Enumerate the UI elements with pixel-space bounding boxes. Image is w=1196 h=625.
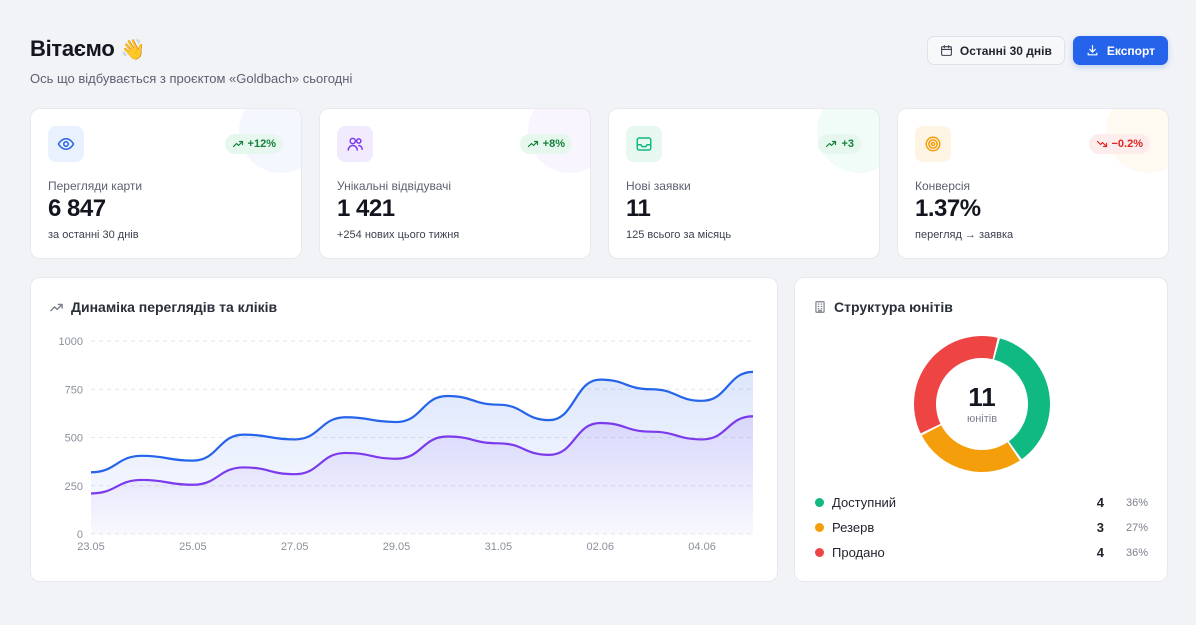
donut-slice xyxy=(921,425,1020,472)
users-icon xyxy=(347,137,363,151)
legend-name: Доступний xyxy=(832,495,897,510)
units-total-label: юнітів xyxy=(966,413,998,425)
eye-icon xyxy=(57,137,75,151)
units-total: 11 xyxy=(968,382,996,412)
stat-card-conversion: −0.2% Конверсія 1.37% перегляд → заявка xyxy=(897,108,1169,259)
stat-label: Нові заявки xyxy=(626,179,691,193)
page-subtitle: Ось що відбувається з проєктом «Goldbach… xyxy=(30,71,353,86)
y-tick-label: 0 xyxy=(77,529,83,541)
x-tick-label: 25.05 xyxy=(179,541,207,553)
stat-sub: за останні 30 днів xyxy=(48,229,139,241)
legend-dot xyxy=(815,498,824,507)
page-title: Вітаємо 👋 xyxy=(30,36,1168,62)
series-line xyxy=(90,415,754,495)
stat-label: Конверсія xyxy=(915,179,971,193)
trend-badge-text: +3 xyxy=(841,138,854,150)
x-tick-label: 31.05 xyxy=(485,541,513,553)
donut-slice xyxy=(914,336,998,434)
target-icon xyxy=(925,136,941,152)
stat-label: Перегляди карти xyxy=(48,179,143,193)
download-icon xyxy=(1087,45,1098,56)
trend-badge: −0.2% xyxy=(1088,134,1150,154)
header-actions: Останні 30 днів Експорт xyxy=(926,36,1168,65)
trend-badge: +3 xyxy=(818,134,861,154)
area-chart: 0 250 500 750 1000 23.05 25.05 27.05 29.05 31.05 0… xyxy=(59,336,754,553)
legend-dot xyxy=(815,523,824,532)
stat-icon-box xyxy=(337,126,373,162)
units-title-text: Структура юнітів xyxy=(834,299,953,315)
chart-title: Динаміка переглядів та кліків xyxy=(49,299,277,315)
x-tick-label: 02.06 xyxy=(586,541,614,553)
stat-icon-box xyxy=(915,126,951,162)
views-chart-card: Динаміка переглядів та кліків 0 250 500 750… xyxy=(30,277,778,582)
legend-row-available: Доступний 4 36% xyxy=(815,490,1148,515)
export-label: Експорт xyxy=(1106,43,1155,58)
donut-slice xyxy=(994,338,1050,460)
y-tick-label: 250 xyxy=(65,481,83,493)
x-tick-label: 23.05 xyxy=(77,541,105,553)
stat-value: 1.37% xyxy=(915,195,981,222)
stat-value: 6 847 xyxy=(48,195,106,222)
trend-badge: +12% xyxy=(224,134,283,154)
series-line xyxy=(90,370,754,474)
trend-up-icon xyxy=(232,140,243,148)
stat-value: 1 421 xyxy=(337,195,395,222)
legend-name: Резерв xyxy=(832,520,875,535)
chart-title-text: Динаміка переглядів та кліків xyxy=(71,299,278,315)
legend-count: 4 xyxy=(1096,495,1104,510)
donut-center: 11 юнітів xyxy=(912,334,1052,474)
legend-dot xyxy=(815,548,824,557)
trend-badge-text: +8% xyxy=(542,138,565,150)
stat-value: 11 xyxy=(626,195,651,222)
units-title: Структура юнітів xyxy=(813,299,953,315)
units-legend: Доступний 4 36% Резерв 3 27% Продано 4 3… xyxy=(815,490,1148,565)
date-range-button[interactable]: Останні 30 днів xyxy=(926,36,1065,65)
building-icon xyxy=(815,301,825,313)
stat-card-new-requests: +3 Нові заявки 11 125 всього за місяць xyxy=(608,108,880,259)
trend-down-icon xyxy=(1096,140,1107,148)
trend-up-icon xyxy=(527,140,538,148)
stat-sub: +254 нових цього тижня xyxy=(337,229,460,241)
y-tick-label: 750 xyxy=(65,384,83,396)
legend-pct: 27% xyxy=(1125,521,1148,534)
legend-count: 4 xyxy=(1096,545,1104,560)
legend-count: 3 xyxy=(1096,520,1104,535)
trend-badge-text: −0.2% xyxy=(1111,138,1144,150)
wave-emoji-icon: 👋 xyxy=(120,38,146,61)
greeting-text: Вітаємо xyxy=(30,36,115,61)
calendar-icon xyxy=(940,45,952,56)
trend-badge-text: +12% xyxy=(247,138,276,150)
x-tick-label: 29.05 xyxy=(383,541,411,553)
x-tick-label: 27.05 xyxy=(281,541,309,553)
x-tick-label: 04.06 xyxy=(688,541,716,553)
page-header: Вітаємо 👋 Ось що відбувається з проєктом… xyxy=(30,36,1168,88)
export-button[interactable]: Експорт xyxy=(1072,36,1168,65)
stats-row: +12% Перегляди карти 6 847 за останні 30… xyxy=(30,108,1169,259)
stat-card-unique-visitors: +8% Унікальні відвідувачі 1 421 +254 нов… xyxy=(319,108,591,259)
units-donut-chart xyxy=(914,336,1050,472)
stat-card-map-views: +12% Перегляди карти 6 847 за останні 30… xyxy=(30,108,302,259)
units-structure-card: Структура юнітів 11 юнітів Доступний 4 3… xyxy=(794,277,1168,582)
y-tick-label: 1000 xyxy=(59,336,83,348)
date-range-label: Останні 30 днів xyxy=(959,43,1052,58)
legend-pct: 36% xyxy=(1125,546,1148,559)
trend-up-icon xyxy=(826,140,837,148)
legend-row-sold: Продано 4 36% xyxy=(815,540,1148,565)
trend-up-icon xyxy=(50,303,63,311)
legend-name: Продано xyxy=(832,545,885,560)
series-area xyxy=(91,416,753,534)
y-tick-label: 500 xyxy=(65,433,83,445)
legend-pct: 36% xyxy=(1125,496,1148,509)
inbox-icon xyxy=(636,137,652,151)
stat-sub: 125 всього за місяць xyxy=(626,229,732,241)
stat-sub: перегляд → заявка xyxy=(915,229,1014,241)
legend-row-reserve: Резерв 3 27% xyxy=(815,515,1148,540)
stat-label: Унікальні відвідувачі xyxy=(337,179,452,193)
trend-badge: +8% xyxy=(519,134,572,154)
stat-icon-box xyxy=(626,126,662,162)
stat-icon-box xyxy=(48,126,84,162)
